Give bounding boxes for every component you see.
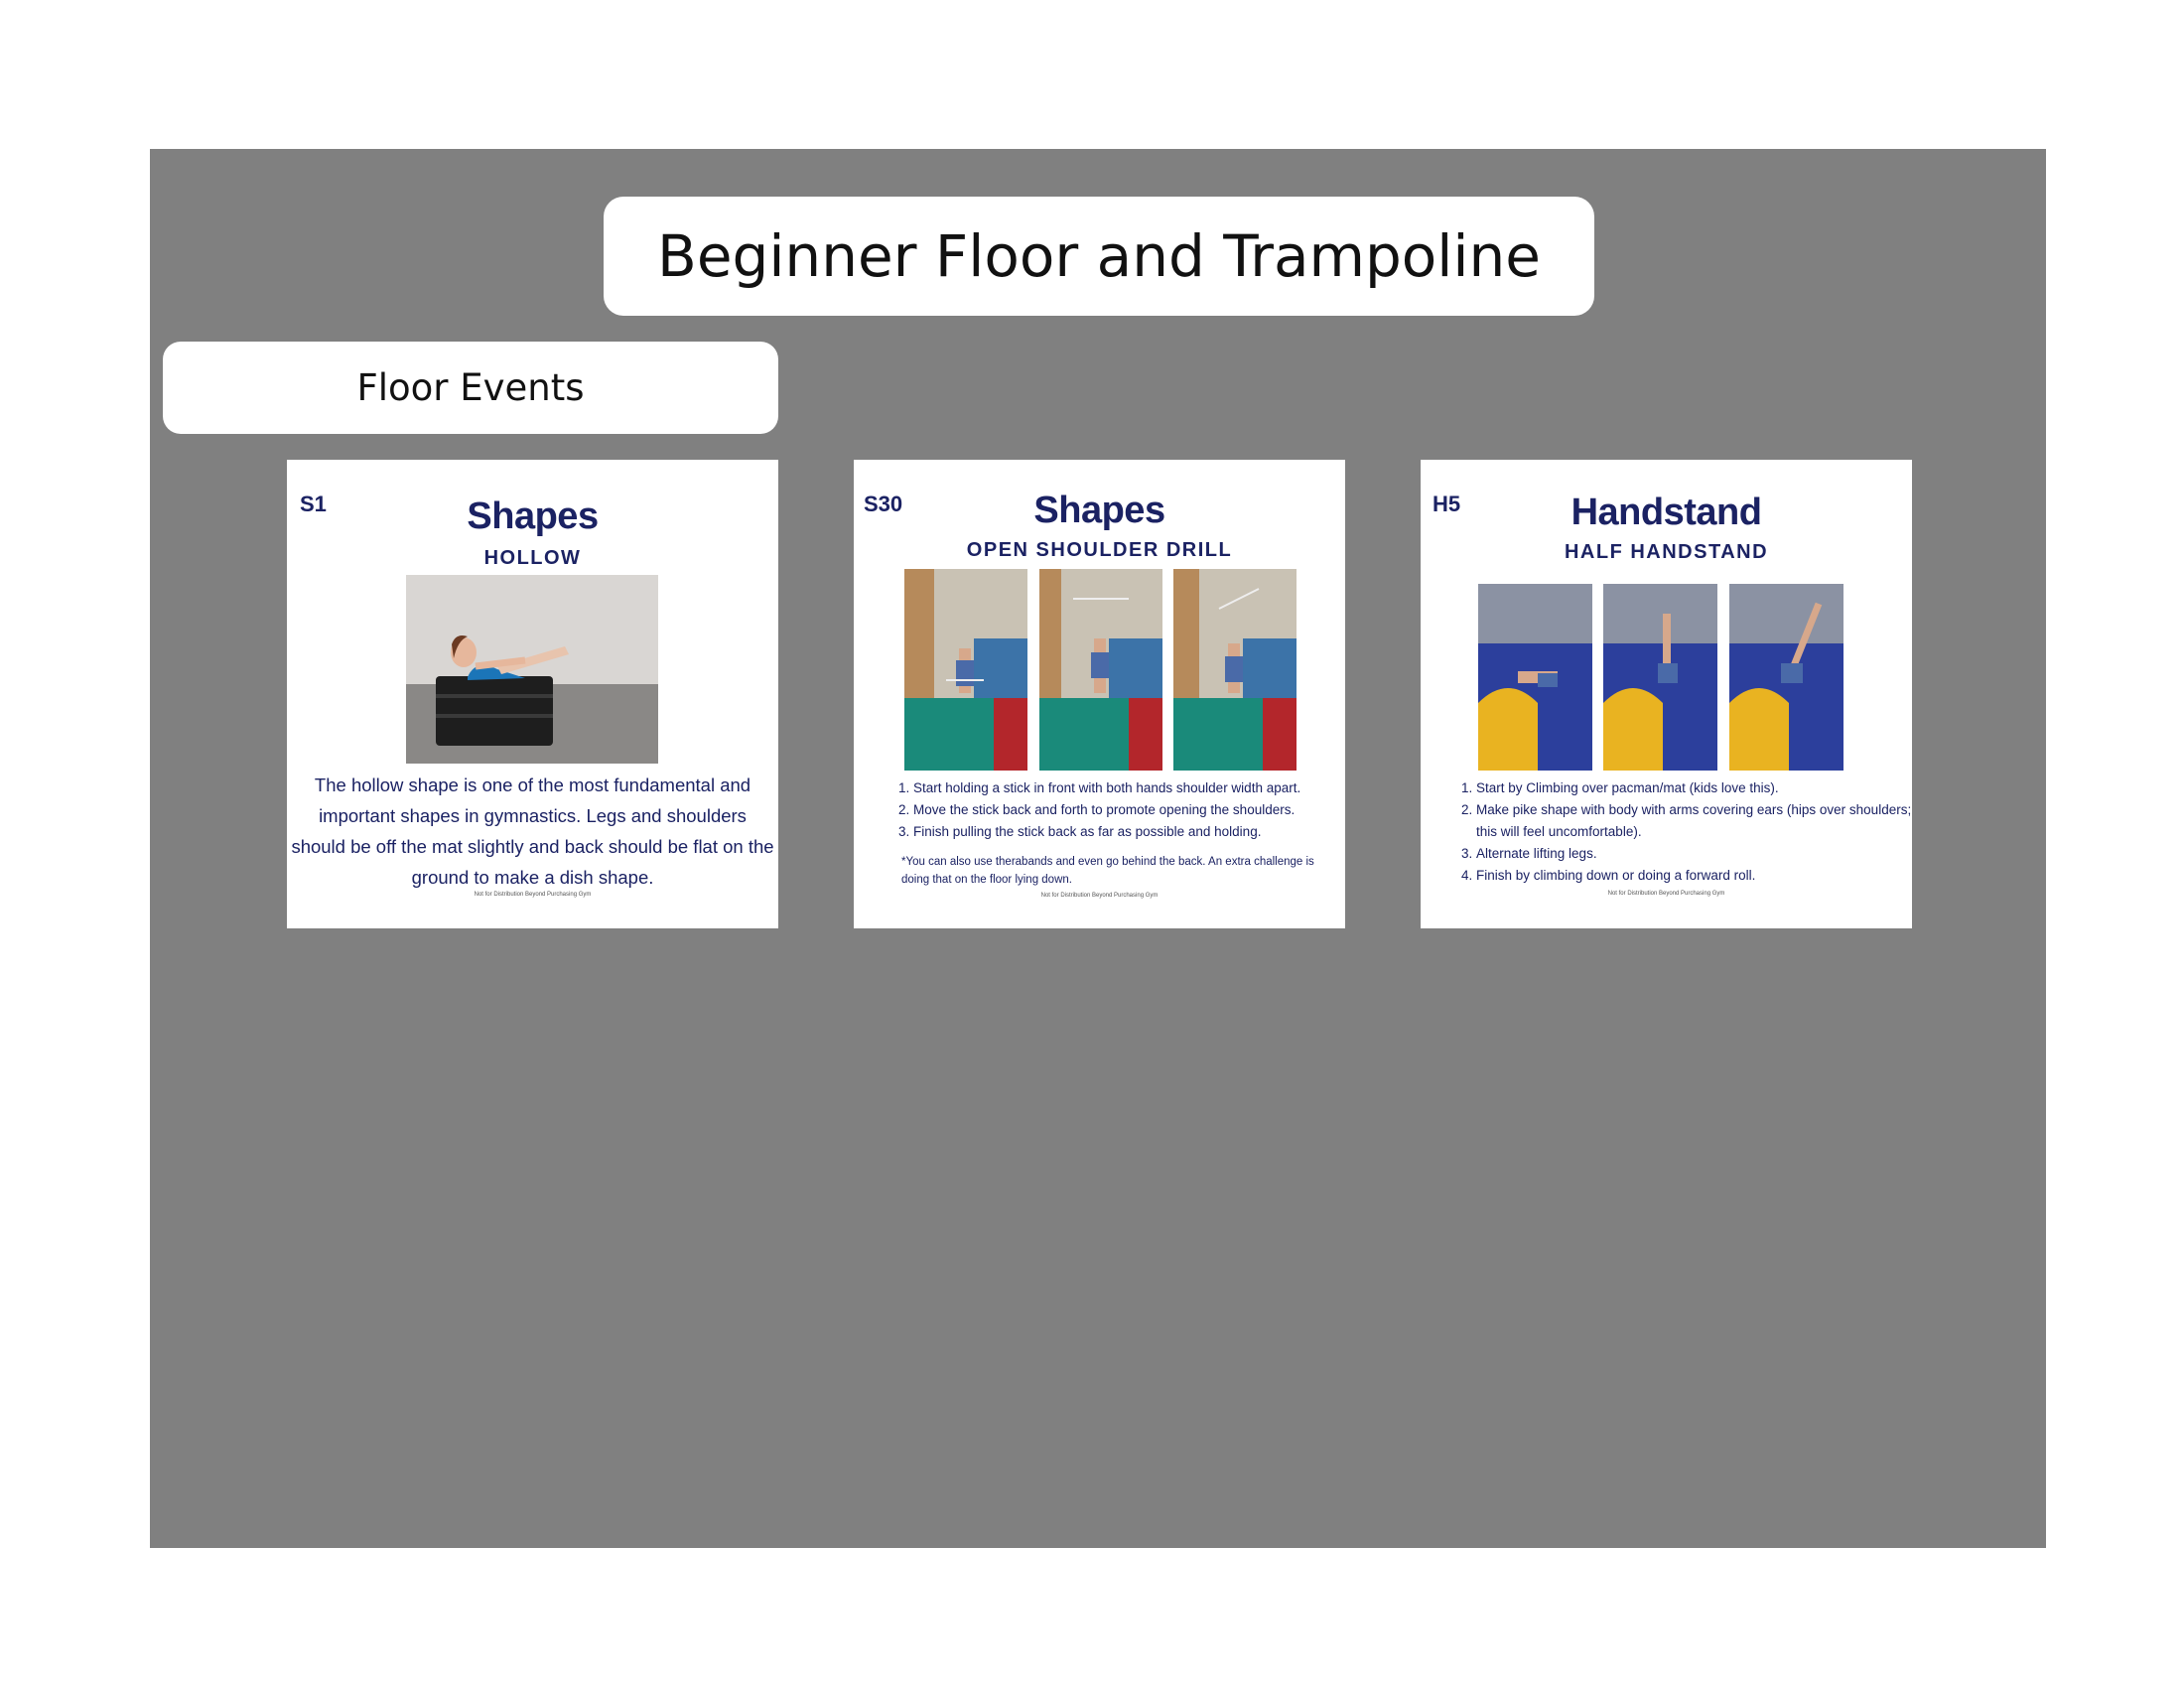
card-steps: Start holding a stick in front with both…	[891, 777, 1350, 843]
card-code: H5	[1433, 492, 1461, 516]
step-item: Finish by climbing down or doing a forwa…	[1476, 865, 1913, 887]
card-subtitle: OPEN SHOULDER DRILL	[966, 539, 1233, 561]
step-item: Move the stick back and forth to promote…	[913, 799, 1350, 821]
step-item: Start holding a stick in front with both…	[913, 777, 1350, 799]
skill-card-h5[interactable]: H5 Handstand HALF HANDSTAND Start	[1421, 460, 1912, 928]
card-subtitle: HOLLOW	[483, 547, 582, 569]
card-title: Shapes	[1033, 490, 1165, 531]
page-title: Beginner Floor and Trampoline	[657, 222, 1541, 290]
shoulder-drill-photo-3	[1173, 569, 1297, 771]
card-code: S1	[300, 492, 327, 516]
step-item: Alternate lifting legs.	[1476, 843, 1913, 865]
step-item: Make pike shape with body with arms cove…	[1476, 799, 1913, 843]
card-note: *You can also use therabands and even go…	[901, 856, 1314, 886]
step-item: Start by Climbing over pacman/mat (kids …	[1476, 777, 1913, 799]
step-item: Finish pulling the stick back as far as …	[913, 821, 1350, 843]
hollow-shape-photo	[406, 575, 658, 764]
section-title-box: Floor Events	[163, 342, 778, 434]
section-title: Floor Events	[356, 366, 585, 409]
card-code: S30	[864, 492, 903, 516]
half-handstand-photo-1	[1478, 584, 1592, 771]
card-footer: Not for Distribution Beyond Purchasing G…	[474, 892, 592, 898]
card-steps: Start by Climbing over pacman/mat (kids …	[1454, 777, 1913, 887]
shoulder-drill-photo-2	[1039, 569, 1162, 771]
card-subtitle: HALF HANDSTAND	[1564, 541, 1769, 563]
card-footer: Not for Distribution Beyond Purchasing G…	[1607, 891, 1725, 897]
page-title-box: Beginner Floor and Trampoline	[604, 197, 1594, 316]
card-footer: Not for Distribution Beyond Purchasing G…	[1040, 893, 1159, 899]
skill-card-s1[interactable]: S1 Shapes HOLLOW The hollow shape is one…	[287, 460, 778, 928]
skill-card-s30[interactable]: S30 Shapes OPEN SHOULDER DRILL	[854, 460, 1345, 928]
card-title: Shapes	[467, 495, 599, 537]
half-handstand-photo-3	[1729, 584, 1843, 771]
card-title: Handstand	[1570, 492, 1762, 533]
shoulder-drill-photo-1	[904, 569, 1027, 771]
card-description: The hollow shape is one of the most fund…	[291, 774, 774, 888]
half-handstand-photo-2	[1603, 584, 1717, 771]
